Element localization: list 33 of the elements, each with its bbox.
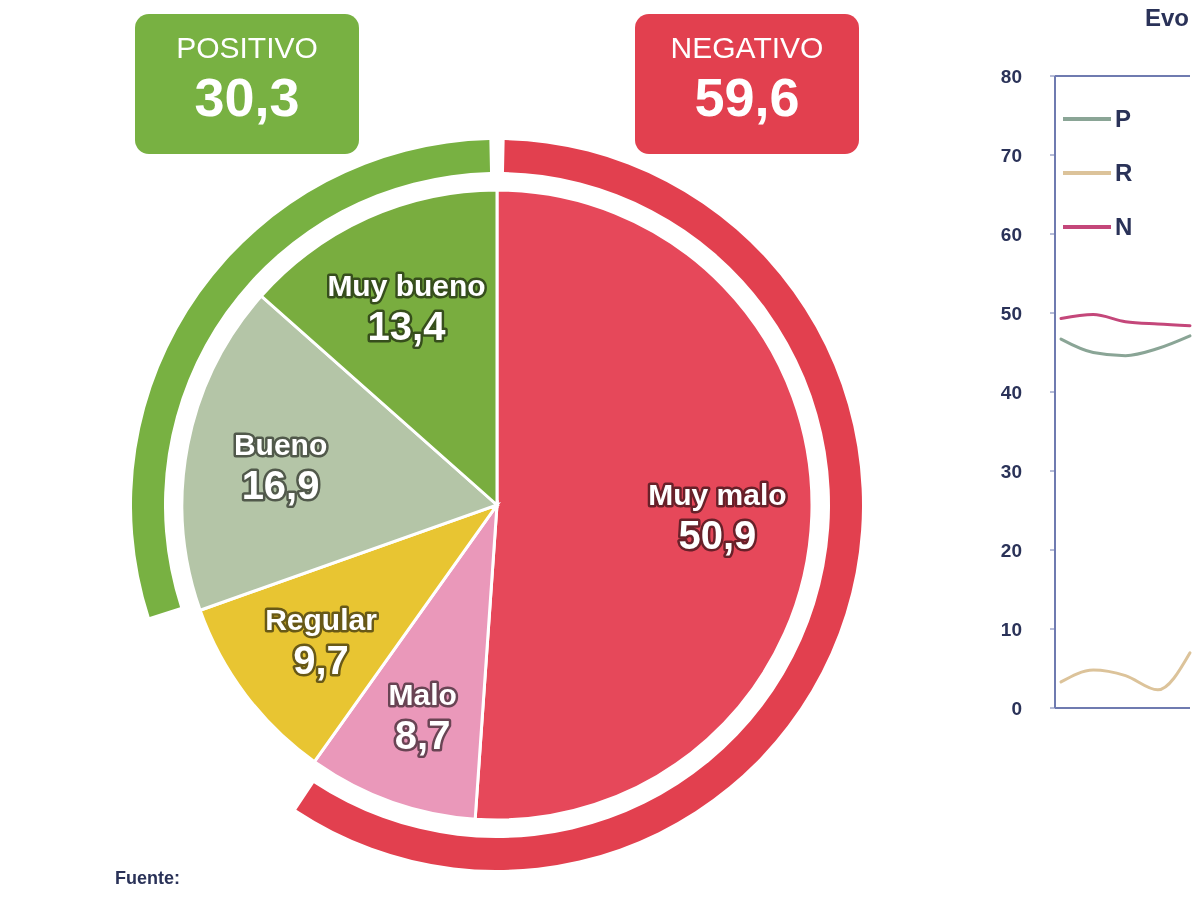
y-tick-label: 60 <box>1000 223 1022 245</box>
chart-title: Evo <box>1145 4 1190 32</box>
line-series <box>1059 651 1192 692</box>
line-series <box>1059 313 1192 328</box>
slice-label: Malo <box>388 677 457 711</box>
data-label: 50,9 <box>678 512 757 557</box>
data-label: 30,3 <box>193 66 301 128</box>
data-label: 13,4 <box>367 303 447 348</box>
data-label: 8,7 <box>394 712 451 757</box>
y-tick-label: 70 <box>1000 144 1022 166</box>
data-label: 9,7 <box>293 637 349 682</box>
y-tick-label: 80 <box>1000 65 1022 87</box>
slice-label: NEGATIVO <box>669 30 825 66</box>
slice-label: Muy bueno <box>327 268 486 302</box>
slice-label: Bueno <box>233 427 328 461</box>
y-tick-label: 50 <box>1000 302 1022 324</box>
legend-label: R <box>1115 159 1133 187</box>
y-tick-label: 40 <box>1000 381 1022 403</box>
slice-label: POSITIVO <box>175 30 319 66</box>
label-box: POSITIVO 30,3 <box>135 14 359 154</box>
y-tick-label: 20 <box>1000 539 1022 561</box>
y-tick-label: 0 <box>1011 697 1022 719</box>
data-label: 59,6 <box>693 66 801 128</box>
y-tick-label: 10 <box>1000 618 1022 640</box>
source-note: Fuente: <box>115 868 180 889</box>
line-series <box>1059 334 1192 358</box>
label-box: NEGATIVO 59,6 <box>635 14 859 154</box>
y-tick-label: 30 <box>1000 460 1022 482</box>
legend-label: N <box>1115 213 1133 241</box>
data-label: 16,9 <box>241 462 320 507</box>
slice-label: Muy malo <box>648 477 787 511</box>
slice-label: Regular <box>265 602 378 636</box>
legend-label: P <box>1115 105 1132 133</box>
